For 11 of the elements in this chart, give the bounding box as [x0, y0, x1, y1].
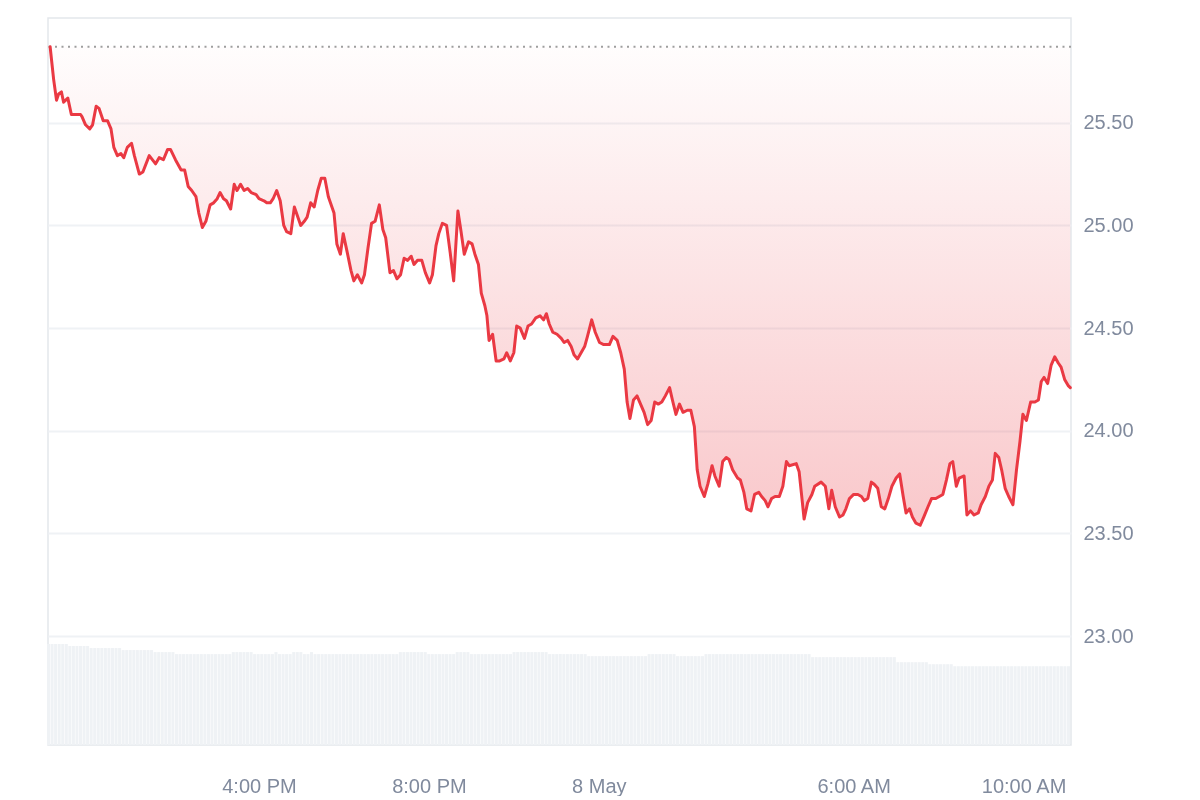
- x-tick-label: 8 May: [572, 774, 627, 797]
- y-tick-label: 25.00: [1083, 213, 1134, 236]
- x-tick-label: 4:00 PM: [222, 774, 297, 797]
- x-tick-label: 6:00 AM: [817, 774, 891, 797]
- x-tick-label: 8:00 PM: [392, 774, 467, 797]
- y-tick-label: 23.00: [1083, 624, 1134, 647]
- x-tick-label: 10:00 AM: [981, 774, 1067, 797]
- y-tick-label: 24.00: [1083, 419, 1134, 442]
- y-tick-label: 24.50: [1083, 316, 1134, 339]
- y-tick-label: 25.50: [1083, 111, 1134, 134]
- y-tick-label: 23.50: [1083, 521, 1134, 544]
